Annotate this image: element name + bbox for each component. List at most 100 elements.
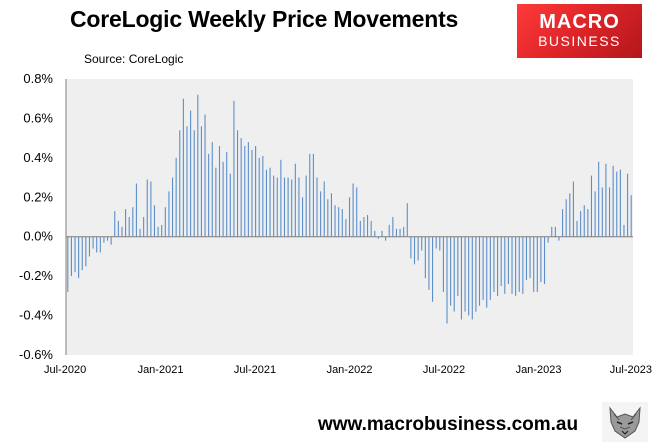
bar bbox=[190, 110, 192, 237]
x-tick-label: Jul-2022 bbox=[423, 364, 465, 376]
bar bbox=[630, 195, 632, 237]
bar bbox=[273, 175, 275, 237]
bar bbox=[74, 236, 76, 273]
bar bbox=[475, 236, 477, 312]
bar bbox=[265, 169, 267, 237]
bar bbox=[161, 224, 163, 237]
bar bbox=[569, 193, 571, 237]
y-tick-label: -0.6% bbox=[19, 347, 53, 362]
bar bbox=[309, 153, 311, 237]
bar bbox=[193, 130, 195, 237]
y-tick-label: 0.6% bbox=[23, 110, 53, 125]
bar bbox=[363, 217, 365, 237]
bar bbox=[92, 236, 94, 249]
bar bbox=[601, 187, 603, 237]
bar bbox=[70, 236, 72, 277]
bar bbox=[471, 236, 473, 320]
bar bbox=[139, 228, 141, 237]
bar bbox=[316, 177, 318, 237]
bar bbox=[88, 236, 91, 257]
bar bbox=[175, 157, 177, 237]
bar bbox=[623, 224, 625, 237]
bar bbox=[457, 236, 459, 296]
bar bbox=[515, 236, 517, 296]
bar bbox=[399, 228, 401, 237]
bar bbox=[240, 138, 242, 237]
bar bbox=[247, 142, 249, 237]
bar bbox=[627, 173, 629, 237]
bar bbox=[258, 157, 260, 237]
bar bbox=[356, 187, 358, 237]
bar bbox=[338, 207, 340, 237]
x-tick-label: Jan-2022 bbox=[327, 364, 373, 376]
bar bbox=[478, 236, 481, 306]
bar bbox=[497, 236, 499, 296]
bar bbox=[587, 209, 589, 237]
bar bbox=[403, 226, 405, 237]
bar bbox=[450, 236, 452, 306]
bar bbox=[421, 236, 423, 251]
bar bbox=[143, 217, 145, 237]
bar bbox=[125, 209, 127, 237]
bar bbox=[367, 215, 369, 237]
bar bbox=[269, 167, 271, 237]
bar bbox=[110, 236, 112, 245]
bar bbox=[302, 197, 304, 237]
bar bbox=[500, 236, 502, 286]
bar bbox=[547, 236, 549, 243]
bar bbox=[218, 146, 221, 237]
bar bbox=[453, 236, 455, 312]
bar bbox=[298, 177, 300, 237]
bar bbox=[522, 236, 524, 294]
bar bbox=[226, 151, 228, 237]
wolf-head-icon bbox=[602, 402, 648, 442]
bar bbox=[507, 236, 509, 285]
x-tick-label: Jul-2020 bbox=[44, 364, 86, 376]
bar bbox=[204, 114, 206, 237]
bar bbox=[99, 236, 101, 253]
y-tick-label: 0.8% bbox=[23, 71, 53, 86]
bar bbox=[341, 209, 343, 237]
bar bbox=[377, 236, 379, 239]
bar bbox=[612, 165, 614, 237]
bar bbox=[280, 159, 282, 237]
bar bbox=[251, 149, 253, 237]
bar bbox=[558, 236, 560, 241]
bar bbox=[85, 236, 87, 267]
bar bbox=[536, 236, 538, 292]
bar bbox=[236, 130, 239, 237]
bar bbox=[330, 193, 332, 237]
bar bbox=[432, 236, 434, 302]
bar bbox=[186, 126, 188, 237]
bar bbox=[439, 236, 441, 251]
bar bbox=[424, 236, 426, 279]
bar bbox=[171, 177, 174, 237]
bar bbox=[486, 236, 488, 308]
bar bbox=[132, 207, 134, 237]
bar bbox=[168, 191, 170, 237]
y-tick-label: 0.0% bbox=[23, 229, 53, 244]
macrobusiness-logo[interactable]: MACRO BUSINESS bbox=[517, 4, 642, 58]
bar bbox=[385, 236, 387, 241]
bar bbox=[482, 236, 484, 300]
weekly-price-chart: -0.6% -0.4% -0.2% 0.0% 0.2% 0.4% 0.6% 0.8% Jul-… bbox=[19, 71, 652, 376]
bar bbox=[312, 153, 314, 237]
bar bbox=[580, 211, 582, 237]
x-tick-label: Jul-2021 bbox=[234, 364, 276, 376]
bar bbox=[511, 236, 513, 294]
bar bbox=[305, 175, 307, 237]
y-tick-label: -0.4% bbox=[19, 308, 53, 323]
bar bbox=[489, 236, 491, 300]
bar bbox=[406, 203, 408, 237]
bar bbox=[446, 236, 448, 324]
bar bbox=[533, 236, 535, 292]
bar bbox=[554, 226, 556, 237]
bar bbox=[583, 205, 585, 237]
bar bbox=[128, 217, 130, 237]
x-tick-label: Jul-2023 bbox=[610, 364, 652, 376]
bar bbox=[320, 191, 322, 237]
bar bbox=[493, 236, 495, 292]
bar bbox=[410, 236, 412, 259]
footer-url[interactable]: www.macrobusiness.com.au bbox=[318, 414, 579, 435]
bar bbox=[276, 177, 278, 237]
